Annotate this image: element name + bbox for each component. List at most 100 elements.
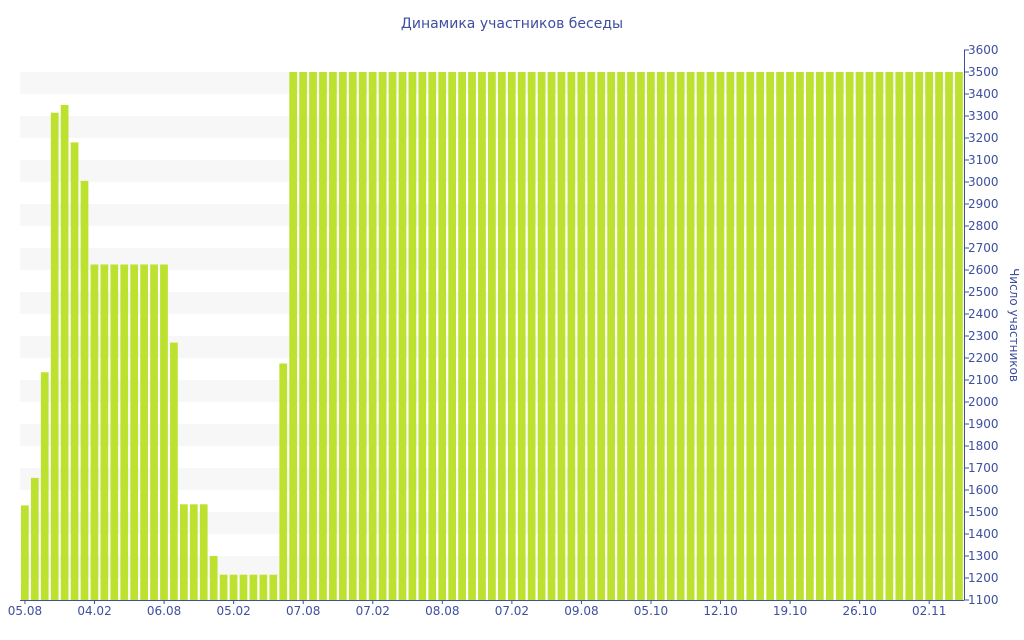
bar bbox=[438, 72, 447, 600]
y-tick-label: 2700 bbox=[968, 241, 999, 255]
bar bbox=[905, 72, 914, 600]
y-tick-label: 2500 bbox=[968, 285, 999, 299]
x-axis: 05.08 04.02 06.08 05.02 07.08 07.02 08.08 07.02… bbox=[8, 600, 964, 618]
bar bbox=[398, 72, 407, 600]
bar bbox=[150, 264, 158, 600]
bar bbox=[259, 574, 268, 600]
bar bbox=[766, 72, 774, 600]
x-tick-label: 04.02 bbox=[77, 604, 111, 618]
y-tick-label: 1400 bbox=[968, 527, 999, 541]
y-tick-label: 2600 bbox=[968, 263, 999, 277]
bar bbox=[815, 72, 824, 600]
bar bbox=[478, 72, 486, 600]
bar bbox=[21, 505, 29, 600]
bar bbox=[627, 72, 635, 600]
y-tick-label: 3200 bbox=[968, 131, 999, 145]
bar bbox=[448, 72, 457, 600]
y-tick-label: 1900 bbox=[968, 417, 999, 431]
y-tick-label: 3000 bbox=[968, 175, 999, 189]
y-tick-label: 3300 bbox=[968, 109, 999, 123]
bar bbox=[80, 180, 89, 600]
y-tick-label: 1500 bbox=[968, 505, 999, 519]
chart-title: Динамика участников беседы bbox=[401, 16, 623, 32]
bar bbox=[825, 72, 834, 600]
bar bbox=[219, 574, 228, 600]
bar bbox=[527, 72, 536, 600]
bar bbox=[189, 504, 198, 600]
bar bbox=[507, 72, 516, 600]
y-tick-label: 1300 bbox=[968, 549, 999, 563]
bar bbox=[160, 264, 168, 600]
bar bbox=[199, 504, 208, 600]
bar bbox=[70, 142, 79, 600]
bar bbox=[319, 72, 327, 600]
bar bbox=[40, 372, 49, 600]
bar bbox=[845, 72, 854, 600]
x-tick-label: 05.10 bbox=[634, 604, 668, 618]
bar bbox=[329, 72, 337, 600]
bar bbox=[179, 504, 188, 600]
bar bbox=[309, 72, 317, 600]
bar bbox=[289, 72, 298, 600]
y-axis: 1100 1200 1300 1400 1500 1600 1700 1800 1900 2000… bbox=[964, 43, 999, 607]
bar bbox=[786, 72, 794, 600]
bar bbox=[229, 574, 238, 600]
bar bbox=[647, 72, 655, 600]
y-tick-label: 2000 bbox=[968, 395, 999, 409]
bar bbox=[756, 72, 765, 600]
y-tick-label: 2100 bbox=[968, 373, 999, 387]
bar bbox=[517, 72, 526, 600]
y-tick-label: 1700 bbox=[968, 461, 999, 475]
bar bbox=[30, 477, 39, 600]
bar bbox=[885, 72, 894, 600]
bar bbox=[358, 72, 367, 600]
x-tick-label: 12.10 bbox=[703, 604, 737, 618]
bar bbox=[955, 72, 963, 600]
bar bbox=[239, 574, 248, 600]
bar bbox=[100, 264, 109, 600]
y-tick-label: 2300 bbox=[968, 329, 999, 343]
bar bbox=[746, 72, 755, 600]
bar bbox=[706, 72, 715, 600]
bar bbox=[696, 72, 705, 600]
bar bbox=[925, 72, 933, 600]
bar bbox=[348, 72, 357, 600]
bar bbox=[209, 556, 218, 600]
bar bbox=[666, 72, 675, 600]
x-tick-label: 02.11 bbox=[912, 604, 946, 618]
x-tick-label: 26.10 bbox=[842, 604, 876, 618]
bar bbox=[110, 264, 119, 600]
x-tick-label: 08.08 bbox=[425, 604, 459, 618]
bar bbox=[497, 72, 506, 600]
y-tick-label: 2200 bbox=[968, 351, 999, 365]
bar bbox=[796, 72, 804, 600]
bar bbox=[726, 72, 735, 600]
bar bbox=[915, 72, 924, 600]
bar bbox=[418, 72, 427, 600]
bar bbox=[895, 72, 904, 600]
bar bbox=[806, 72, 814, 600]
y-axis-label: Число участников bbox=[1007, 268, 1021, 382]
y-tick-label: 1200 bbox=[968, 571, 999, 585]
x-tick-label: 06.08 bbox=[147, 604, 181, 618]
y-tick-label: 3400 bbox=[968, 87, 999, 101]
bar bbox=[120, 264, 129, 600]
x-tick-label: 05.08 bbox=[8, 604, 42, 618]
bar bbox=[388, 72, 397, 600]
bar bbox=[90, 264, 99, 600]
x-tick-label: 19.10 bbox=[773, 604, 807, 618]
bar bbox=[338, 72, 347, 600]
bar bbox=[587, 72, 596, 600]
bar bbox=[656, 72, 665, 600]
bar bbox=[855, 72, 864, 600]
bar bbox=[736, 72, 745, 600]
bar bbox=[637, 72, 645, 600]
bar bbox=[607, 72, 616, 600]
y-tick-label: 1100 bbox=[968, 593, 999, 607]
bar bbox=[269, 574, 278, 600]
bar bbox=[547, 72, 556, 600]
y-tick-label: 3500 bbox=[968, 65, 999, 79]
bar bbox=[408, 72, 417, 600]
x-tick-label: 09.08 bbox=[564, 604, 598, 618]
bar bbox=[875, 72, 884, 600]
